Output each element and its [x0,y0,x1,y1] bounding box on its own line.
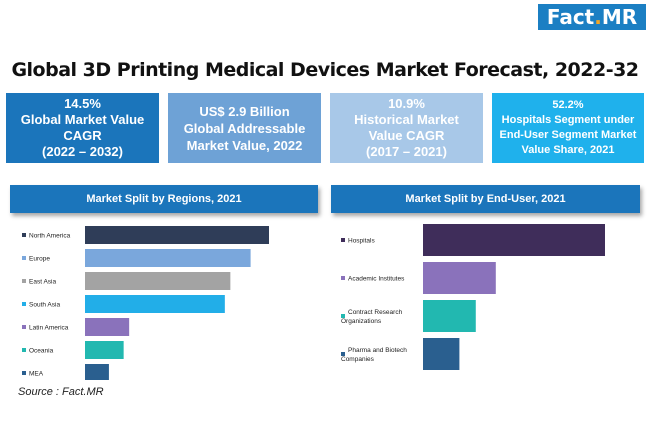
bar-east-asia [85,272,231,290]
category-label: MEA [29,371,44,378]
bar-group-south-asia: South Asia [22,295,225,313]
kpi-line: (2017 – 2021) [366,144,447,159]
bar-group-europe: Europe [22,249,251,267]
category-label: Oceania [29,348,54,355]
category-marker [341,238,345,242]
bar-group-oceania: Oceania [22,341,124,359]
logo-text-mr: MR [601,5,638,29]
category-label: Academic Institutes [348,276,405,283]
kpi-line: Historical Market [354,112,459,127]
category-label: Pharma and Biotech Companies [341,347,407,363]
bar-group-north-america: North America [22,226,269,244]
kpi-box-market-cagr: 14.5% Global Market Value CAGR (2022 – 2… [6,93,159,163]
bar-group-east-asia: East Asia [22,272,231,290]
category-label: Latin America [29,325,69,332]
bar-group-latin-america: Latin America [22,318,130,336]
category-label: Contract Research Organizations [341,309,403,325]
kpi-value: 52.2% [552,99,584,111]
category-label: North America [29,233,71,240]
kpi-line: (2022 – 2032) [42,144,123,159]
bar-contract-research-organizations [423,300,476,332]
end-user-chart-title: Market Split by End-User, 2021 [331,185,640,213]
kpi-value: 14.5% [64,96,101,111]
category-marker [22,325,26,329]
logo-text-dot: . [594,5,602,29]
kpi-box-addressable-value: US$ 2.9 Billion Global Addressable Marke… [168,93,321,163]
category-label: Hospitals [348,238,375,245]
bar-hospitals [423,224,605,256]
page-title: Global 3D Printing Medical Devices Marke… [11,59,639,81]
bar-group-mea: MEA [22,364,109,380]
logo-text-fact: Fact [546,5,595,29]
category-marker [22,279,26,283]
bar-oceania [85,341,124,359]
category-label: South Asia [29,302,60,309]
category-marker [341,352,345,356]
bar-europe [85,249,251,267]
bar-latin-america [85,318,130,336]
bar-group-pharma-and-biotech-companies: Pharma and Biotech Companies [341,338,460,370]
category-marker [22,302,26,306]
category-marker [22,233,26,237]
end-user-bar-chart: Hospitals Academic Institutes Contract Res… [341,224,605,370]
kpi-value: US$ 2.9 Billion [199,103,290,119]
category-marker [22,256,26,260]
category-label: Europe [29,256,50,263]
kpi-line: Value CAGR [368,128,445,143]
kpi-line: Value Share, 2021 [521,144,615,156]
regions-bar-chart: North America Europe East Asia South Asia La… [22,226,269,380]
bar-south-asia [85,295,225,313]
category-marker [341,276,345,280]
source-note: Source : Fact.MR [18,386,104,398]
kpi-line: Global Market Value [20,112,145,127]
category-label: East Asia [29,279,56,286]
kpi-box-historical-cagr: 10.9% Historical Market Value CAGR (2017… [330,93,483,163]
category-marker [22,348,26,352]
kpi-line: CAGR [63,128,102,143]
category-marker [22,371,26,375]
kpi-line: Hospitals Segment under [501,114,635,126]
bar-pharma-and-biotech-companies [423,338,460,370]
kpi-line: Market Value, 2022 [186,137,303,153]
kpi-box-hospitals-share: 52.2% Hospitals Segment under End-User S… [492,93,644,163]
bar-north-america [85,226,269,244]
bar-academic-institutes [423,262,496,294]
regions-chart-title: Market Split by Regions, 2021 [10,185,318,213]
kpi-line: Global Addressable [183,120,306,136]
bar-mea [85,364,109,380]
kpi-value: 10.9% [388,96,425,111]
category-marker [341,314,345,318]
factmr-logo: Fact.MR [538,4,646,30]
bar-group-academic-institutes: Academic Institutes [341,262,496,294]
bar-group-contract-research-organizations: Contract Research Organizations [341,300,476,332]
kpi-line: End-User Segment Market [499,129,637,141]
bar-group-hospitals: Hospitals [341,224,605,256]
